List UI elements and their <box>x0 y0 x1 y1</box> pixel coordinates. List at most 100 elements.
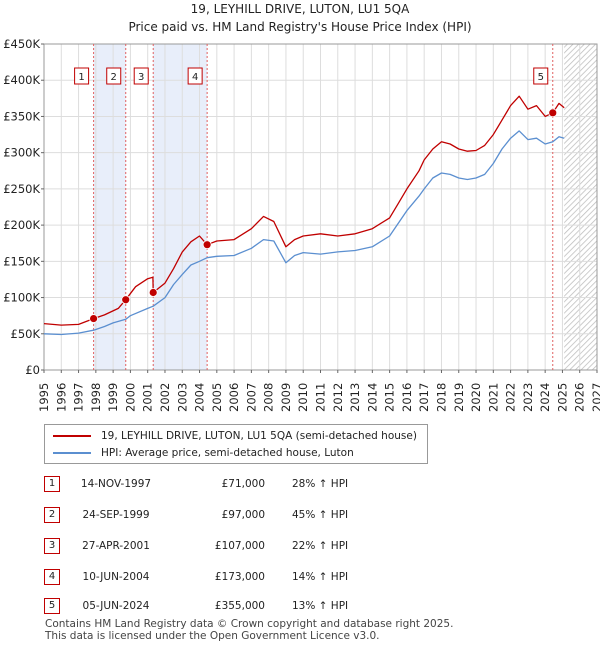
y-tick-label: £250K <box>3 182 40 196</box>
sale-label-box <box>106 67 122 85</box>
legend-swatch-property <box>53 435 91 437</box>
sale-hpi-change: 13% ↑ HPI <box>292 600 349 612</box>
sale-number: 2 <box>44 507 60 523</box>
x-tick-label: 2027 <box>590 383 600 412</box>
sale-row: 3 27-APR-2001 £107,000 22% ↑ HPI <box>0 536 600 556</box>
sale-point <box>148 288 158 297</box>
x-tick-label: 2018 <box>434 383 448 412</box>
x-tick-label: 1998 <box>89 383 103 412</box>
sale-number: 4 <box>44 569 60 585</box>
x-tick-label: 2006 <box>227 383 241 412</box>
legend-label-hpi: HPI: Average price, semi-detached house,… <box>101 447 354 459</box>
sale-price: £107,000 <box>214 540 265 552</box>
x-tick-label: 2004 <box>193 383 207 412</box>
y-tick-label: £0 <box>25 363 40 377</box>
x-tick-label: 2022 <box>504 383 518 412</box>
sale-label: 4 <box>192 72 198 83</box>
sale-date: 14-NOV-1997 <box>80 478 152 490</box>
legend-item-hpi: HPI: Average price, semi-detached house,… <box>53 445 354 461</box>
x-tick-label: 2025 <box>555 383 569 412</box>
x-tick-label: 1999 <box>106 383 120 412</box>
sale-date: 27-APR-2001 <box>82 540 150 552</box>
sale-row: 2 24-SEP-1999 £97,000 45% ↑ HPI <box>0 505 600 525</box>
sale-date: 24-SEP-1999 <box>82 509 150 521</box>
chart-subtitle: Price paid vs. HM Land Registry's House … <box>128 20 472 34</box>
sale-period-shade <box>153 44 208 370</box>
sale-label: 2 <box>111 72 117 83</box>
sale-price: £355,000 <box>214 600 265 612</box>
x-tick-label: 2005 <box>210 383 224 412</box>
y-tick-label: £150K <box>3 254 40 268</box>
y-tick-label: £300K <box>3 146 40 160</box>
hpi-line <box>43 130 565 336</box>
sale-hpi-change: 45% ↑ HPI <box>292 509 349 521</box>
x-tick-label: 2019 <box>452 383 466 412</box>
sale-label-box <box>133 67 149 85</box>
price-chart: 1 2 3 4 5 £0 £50K £100K £150K £200K £250K £300K £350… <box>3 37 600 412</box>
y-tick-label: £100K <box>3 291 40 305</box>
sale-price: £71,000 <box>221 478 265 490</box>
legend-label-property: 19, LEYHILL DRIVE, LUTON, LU1 5QA (semi-… <box>101 430 417 442</box>
legend: 19, LEYHILL DRIVE, LUTON, LU1 5QA (semi-… <box>44 424 428 464</box>
x-tick-label: 2014 <box>365 383 379 412</box>
y-tick-label: £50K <box>11 327 41 341</box>
sale-row: 4 10-JUN-2004 £173,000 14% ↑ HPI <box>0 567 600 587</box>
x-tick-label: 2010 <box>296 383 310 412</box>
sale-hpi-change: 14% ↑ HPI <box>292 571 349 583</box>
x-tick-label: 2009 <box>279 383 293 412</box>
sale-row: 5 05-JUN-2024 £355,000 13% ↑ HPI <box>0 596 600 616</box>
sale-label: 3 <box>138 72 144 83</box>
sale-hpi-change: 22% ↑ HPI <box>292 540 349 552</box>
x-tick-label: 2003 <box>175 383 189 412</box>
sale-label-box <box>187 67 203 85</box>
forecast-region <box>564 44 597 370</box>
x-tick-label: 2002 <box>158 383 172 412</box>
sale-hpi-change: 28% ↑ HPI <box>292 478 349 490</box>
y-tick-label: £350K <box>3 109 40 123</box>
x-tick-label: 2011 <box>314 383 328 412</box>
footer-line-1: Contains HM Land Registry data © Crown c… <box>45 618 454 630</box>
x-tick-label: 2026 <box>573 383 587 412</box>
footer: Contains HM Land Registry data © Crown c… <box>45 618 453 642</box>
x-tick-label: 1995 <box>37 383 51 412</box>
sale-number: 1 <box>44 476 60 492</box>
sale-date: 10-JUN-2004 <box>82 571 150 583</box>
sale-row: 1 14-NOV-1997 £71,000 28% ↑ HPI <box>0 474 600 494</box>
x-tick-label: 2023 <box>521 383 535 412</box>
sale-label-box <box>74 67 90 85</box>
x-tick-label: 2017 <box>417 383 431 412</box>
x-tick-label: 2021 <box>486 383 500 412</box>
y-tick-label: £400K <box>3 73 40 87</box>
x-tick-label: 2001 <box>141 383 155 412</box>
sale-label-box <box>533 67 549 85</box>
x-tick-label: 2008 <box>262 383 276 412</box>
sale-point <box>121 295 131 305</box>
sale-label: 5 <box>538 72 544 83</box>
sale-price: £173,000 <box>214 571 265 583</box>
footer-line-2: This data is licensed under the Open Gov… <box>45 630 380 642</box>
x-tick-label: 2007 <box>244 383 258 412</box>
x-tick-label: 1997 <box>72 383 86 412</box>
legend-item-property: 19, LEYHILL DRIVE, LUTON, LU1 5QA (semi-… <box>53 428 417 444</box>
sale-number: 5 <box>44 598 60 614</box>
sale-point <box>89 314 98 323</box>
y-tick-label: £200K <box>3 218 40 232</box>
legend-swatch-hpi <box>53 452 91 454</box>
y-tick-label: £450K <box>3 37 40 51</box>
x-tick-label: 2000 <box>123 383 137 412</box>
sale-point <box>548 108 558 118</box>
sale-point <box>202 240 212 250</box>
x-tick-label: 2020 <box>469 383 483 412</box>
x-tick-label: 1996 <box>54 383 68 412</box>
x-tick-label: 2015 <box>383 383 397 412</box>
property-price-line <box>43 95 565 326</box>
sale-date: 05-JUN-2024 <box>82 600 150 612</box>
chart-title: 19, LEYHILL DRIVE, LUTON, LU1 5QA <box>190 2 410 16</box>
x-tick-label: 2024 <box>538 383 552 412</box>
sale-period-shade <box>93 44 126 370</box>
x-tick-label: 2012 <box>331 383 345 412</box>
sale-label: 1 <box>78 72 84 83</box>
sale-number: 3 <box>44 538 60 554</box>
x-tick-label: 2013 <box>348 383 362 412</box>
x-tick-label: 2016 <box>400 383 414 412</box>
